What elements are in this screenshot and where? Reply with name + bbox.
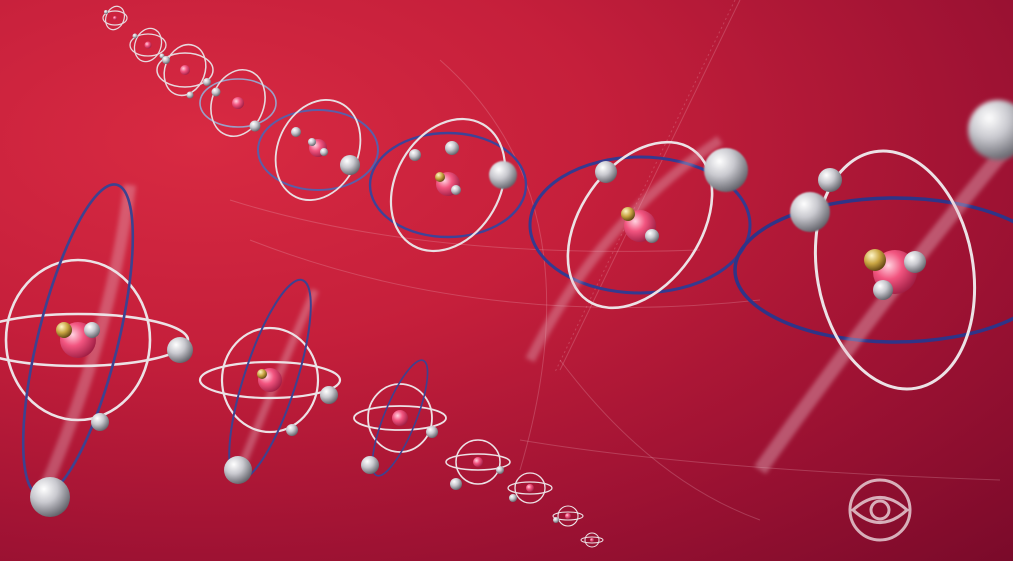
atom-lower-2	[198, 278, 342, 484]
atom-lower-3	[353, 359, 447, 477]
atom-lower-5	[507, 472, 553, 504]
atom-lower-4	[445, 439, 511, 490]
atom-lower-7	[580, 532, 604, 548]
atom-upper-3	[525, 135, 752, 363]
atom-lower-1	[0, 183, 193, 517]
atom-upper-4	[733, 100, 1013, 475]
atom-upper-2	[368, 117, 528, 253]
atom-far-1	[102, 5, 128, 31]
atom-far-4	[199, 69, 277, 137]
cbs-eye-logo	[848, 478, 912, 542]
atom-far-2	[129, 27, 167, 63]
atom-upper-1	[257, 99, 379, 201]
atom-far-3	[156, 43, 214, 99]
atom-lower-6	[552, 505, 584, 527]
